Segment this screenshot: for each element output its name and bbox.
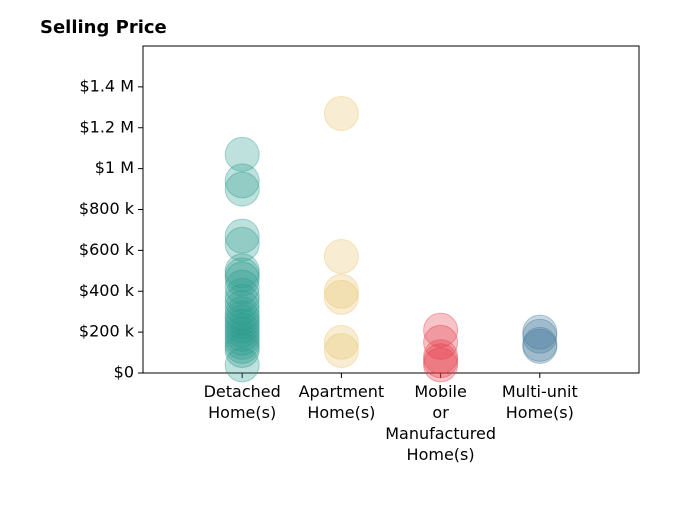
point bbox=[224, 261, 260, 297]
point bbox=[522, 326, 558, 362]
point bbox=[423, 343, 459, 379]
point bbox=[224, 290, 260, 326]
y-tick-label: $200 k bbox=[79, 322, 135, 341]
point bbox=[224, 163, 260, 199]
y-tick-label: $400 k bbox=[79, 281, 135, 300]
point bbox=[224, 347, 260, 383]
point bbox=[224, 171, 260, 207]
plot-frame bbox=[142, 45, 640, 374]
point bbox=[224, 257, 260, 293]
x-tick-label: Apartment Home(s) bbox=[298, 382, 385, 422]
y-tick-label: $1.4 M bbox=[79, 76, 134, 95]
x-tick-label: Detached Home(s) bbox=[203, 382, 281, 422]
point bbox=[522, 328, 558, 364]
point bbox=[323, 239, 359, 275]
point bbox=[522, 318, 558, 354]
point bbox=[224, 136, 260, 172]
point bbox=[224, 324, 260, 360]
point bbox=[522, 314, 558, 350]
chart-title: Selling Price bbox=[40, 17, 167, 38]
point bbox=[323, 95, 359, 131]
point bbox=[224, 312, 260, 348]
point bbox=[224, 328, 260, 364]
point bbox=[224, 218, 260, 254]
point bbox=[224, 253, 260, 289]
y-tick-label: $1.2 M bbox=[79, 117, 134, 136]
point bbox=[423, 324, 459, 360]
x-tick-label: Multi-unit Home(s) bbox=[501, 382, 578, 422]
point bbox=[323, 279, 359, 315]
point bbox=[224, 304, 260, 340]
point bbox=[224, 316, 260, 352]
point bbox=[224, 283, 260, 319]
point bbox=[423, 347, 459, 383]
point bbox=[224, 269, 260, 305]
point bbox=[224, 296, 260, 332]
y-tick-label: $1 M bbox=[95, 158, 134, 177]
point bbox=[423, 312, 459, 348]
point bbox=[224, 300, 260, 336]
point bbox=[323, 324, 359, 360]
point bbox=[224, 226, 260, 262]
y-tick-label: $0 bbox=[114, 363, 134, 382]
point bbox=[423, 339, 459, 375]
point bbox=[224, 277, 260, 313]
point bbox=[323, 333, 359, 369]
y-tick-label: $600 k bbox=[79, 240, 135, 259]
point bbox=[224, 308, 260, 344]
x-tick-label: Mobile or Manufactured Home(s) bbox=[385, 382, 496, 464]
point bbox=[224, 320, 260, 356]
point bbox=[224, 333, 260, 369]
y-tick-label: $800 k bbox=[79, 199, 135, 218]
point bbox=[323, 273, 359, 309]
